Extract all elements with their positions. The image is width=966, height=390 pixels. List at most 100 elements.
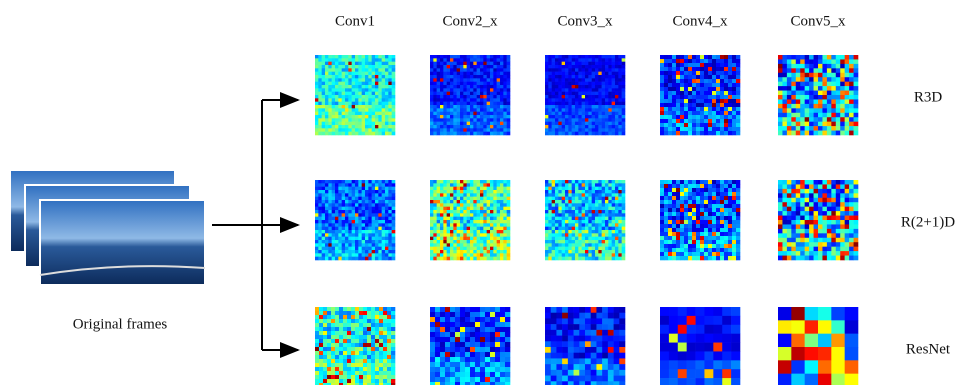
cell [791,122,796,127]
cell [704,208,708,212]
cell [700,59,704,63]
cell [368,227,372,231]
cell [716,103,720,107]
cell [507,115,511,119]
cell [437,210,441,214]
cell [443,243,447,247]
cell [818,220,823,225]
cell [555,75,559,79]
cell [453,115,457,119]
cell [497,65,501,69]
cell [483,237,487,241]
cell [355,82,359,86]
cell [433,112,437,116]
cell [507,75,511,79]
cell [845,202,850,207]
cell [507,68,511,72]
cell [680,131,684,135]
cell [487,257,491,261]
cell [365,227,369,231]
cell [548,108,552,112]
cell [612,190,616,194]
cell [585,240,589,244]
cell [322,237,326,241]
cell [588,180,592,184]
cell [453,253,457,257]
cell [588,125,592,129]
cell [716,99,720,103]
cell [315,243,319,247]
cell [582,217,586,221]
cell [724,192,728,196]
cell [555,125,559,129]
cell [332,193,336,197]
cell [684,180,688,184]
input-label: Original frames [73,316,168,332]
cell [552,88,556,92]
cell [612,118,616,122]
cell [433,88,437,92]
cell [688,95,692,99]
cell [362,203,366,207]
cell [483,250,487,254]
cell [575,200,579,204]
cell [660,224,664,228]
cell [388,197,392,201]
cell [680,232,684,236]
cell [473,118,477,122]
cell [592,125,596,129]
cell [552,223,556,227]
cell [453,105,457,109]
cell [480,98,484,102]
cell [565,122,569,126]
cell [318,213,322,217]
cell [440,233,444,237]
cell [605,105,609,109]
cell [315,82,319,86]
cell [331,307,335,311]
cell [778,193,783,198]
cell [430,98,434,102]
cell [487,62,491,66]
cell [782,122,787,127]
cell [473,112,477,116]
cell [318,247,322,251]
cell [684,119,688,123]
cell [477,68,481,72]
cell [558,210,562,214]
cell [450,193,454,197]
cell [595,250,599,254]
cell [708,119,712,123]
cell [500,250,504,254]
cell [672,99,676,103]
cell [787,64,792,69]
cell [450,190,454,194]
cell [348,207,352,211]
cell [447,125,451,129]
cell [470,98,474,102]
cell [450,112,454,116]
cell [608,210,612,214]
cell [483,55,487,59]
cell [555,200,559,204]
cell [372,240,376,244]
cell [805,238,810,243]
cell [430,197,434,201]
cell [782,86,787,91]
cell [680,95,684,99]
cell [365,112,369,116]
cell [575,72,579,76]
cell [348,58,352,62]
cell [368,243,372,247]
cell [345,253,349,257]
cell [608,112,612,116]
cell [791,224,796,229]
cell [592,68,596,72]
cell [552,132,556,136]
cell [480,115,484,119]
feature-map [545,55,625,135]
cell [827,113,832,118]
cell [548,95,552,99]
cell [375,92,379,96]
cell [450,122,454,126]
